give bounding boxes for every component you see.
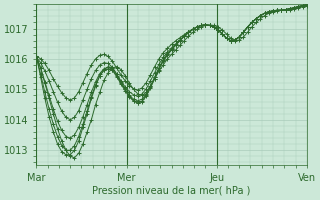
X-axis label: Pression niveau de la mer( hPa ): Pression niveau de la mer( hPa ) xyxy=(92,186,251,196)
